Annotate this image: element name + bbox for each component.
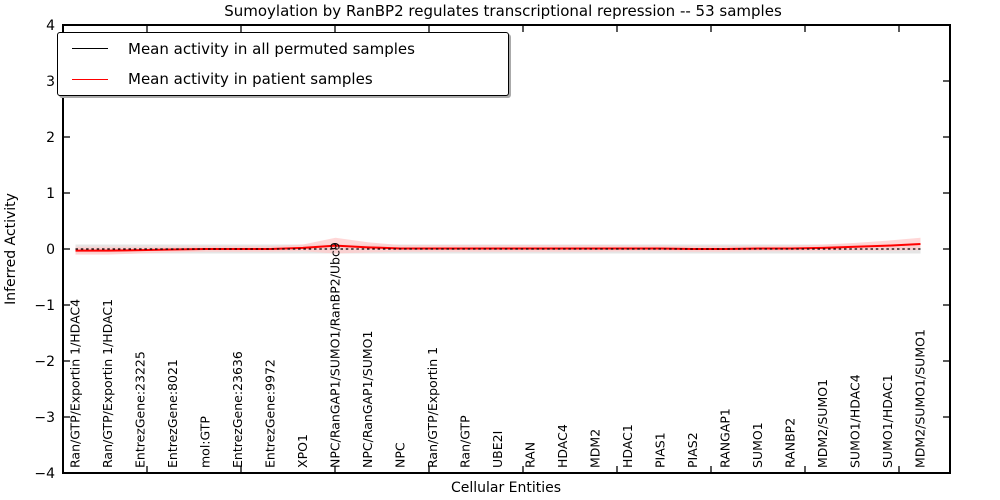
y-tick-label: 3	[46, 74, 55, 90]
series-line-solid-0	[75, 242, 921, 252]
y-tick-label: 2	[46, 130, 55, 146]
y-tick-label: 1	[46, 186, 55, 202]
x-tick-label: Ran/GTP/Exportin 1/HDAC1	[100, 299, 115, 468]
series-band-1	[75, 237, 921, 255]
x-tick-label: SUMO1	[750, 422, 765, 468]
x-tick-label: PIAS1	[653, 432, 668, 468]
y-axis-label: Inferred Activity	[3, 193, 19, 305]
x-tick-label: PIAS2	[685, 432, 700, 468]
y-tick-label: 0	[46, 242, 55, 258]
x-tick-label: RAN	[523, 442, 538, 468]
x-tick-label: NPC	[393, 442, 408, 468]
plot-content: 4 3 2 1 0 −1 −2 −3 −4 Ran/GTP/Exportin 1/HDAC4 Ran…	[34, 18, 950, 482]
y-tick-label: −2	[34, 354, 55, 370]
legend: Mean activity in all permuted samples Me…	[57, 32, 509, 96]
x-tick-label: RANBP2	[783, 418, 798, 468]
legend-row-permuted: Mean activity in all permuted samples	[58, 34, 508, 64]
x-tick-label: MDM2	[588, 429, 603, 468]
y-tick-label: −4	[34, 466, 55, 482]
x-tick-label: Ran/GTP/Exportin 1/HDAC4	[68, 299, 83, 468]
x-tick-label: EntrezGene:23225	[133, 351, 148, 468]
x-tick-label: NPC/RanGAP1/SUMO1	[360, 331, 375, 468]
x-tick-label: Ran/GTP/Exportin 1	[425, 347, 440, 468]
y-tick-label: 4	[46, 18, 55, 34]
x-tick-label: UBE2I	[490, 431, 505, 468]
x-tick-label: HDAC1	[620, 424, 635, 468]
legend-red-line-icon	[72, 78, 108, 80]
x-tick-label: HDAC4	[555, 424, 570, 468]
x-tick-label: Ran/GTP	[458, 415, 473, 468]
x-tick-label: MDM2/SUMO1/SUMO1	[913, 329, 928, 468]
x-tick-label: SUMO1/HDAC1	[880, 374, 895, 468]
x-tick-label: SUMO1/HDAC4	[848, 374, 863, 468]
legend-label-patient: Mean activity in patient samples	[128, 70, 373, 89]
x-tick-label: MDM2/SUMO1	[815, 379, 830, 468]
legend-row-patient: Mean activity in patient samples	[58, 64, 508, 94]
x-tick-label: RANGAP1	[718, 408, 733, 468]
x-axis-label: Cellular Entities	[451, 480, 561, 496]
x-tick-label: EntrezGene:8021	[165, 359, 180, 468]
y-tick-label: −3	[34, 410, 55, 426]
chart-title: Sumoylation by RanBP2 regulates transcri…	[224, 2, 782, 20]
x-tick-label: mol:GTP	[198, 416, 213, 468]
x-tick-label: EntrezGene:23636	[230, 351, 245, 468]
legend-black-line-icon	[72, 48, 108, 50]
x-tick-label: NPC/RanGAP1/SUMO1/RanBP2/Ubc9	[328, 242, 343, 468]
x-tick-label: XPO1	[295, 434, 310, 468]
y-tick-label: −1	[34, 298, 55, 314]
legend-label-permuted: Mean activity in all permuted samples	[128, 39, 415, 58]
x-tick-label: EntrezGene:9972	[263, 359, 278, 468]
plot-frame	[62, 24, 951, 474]
